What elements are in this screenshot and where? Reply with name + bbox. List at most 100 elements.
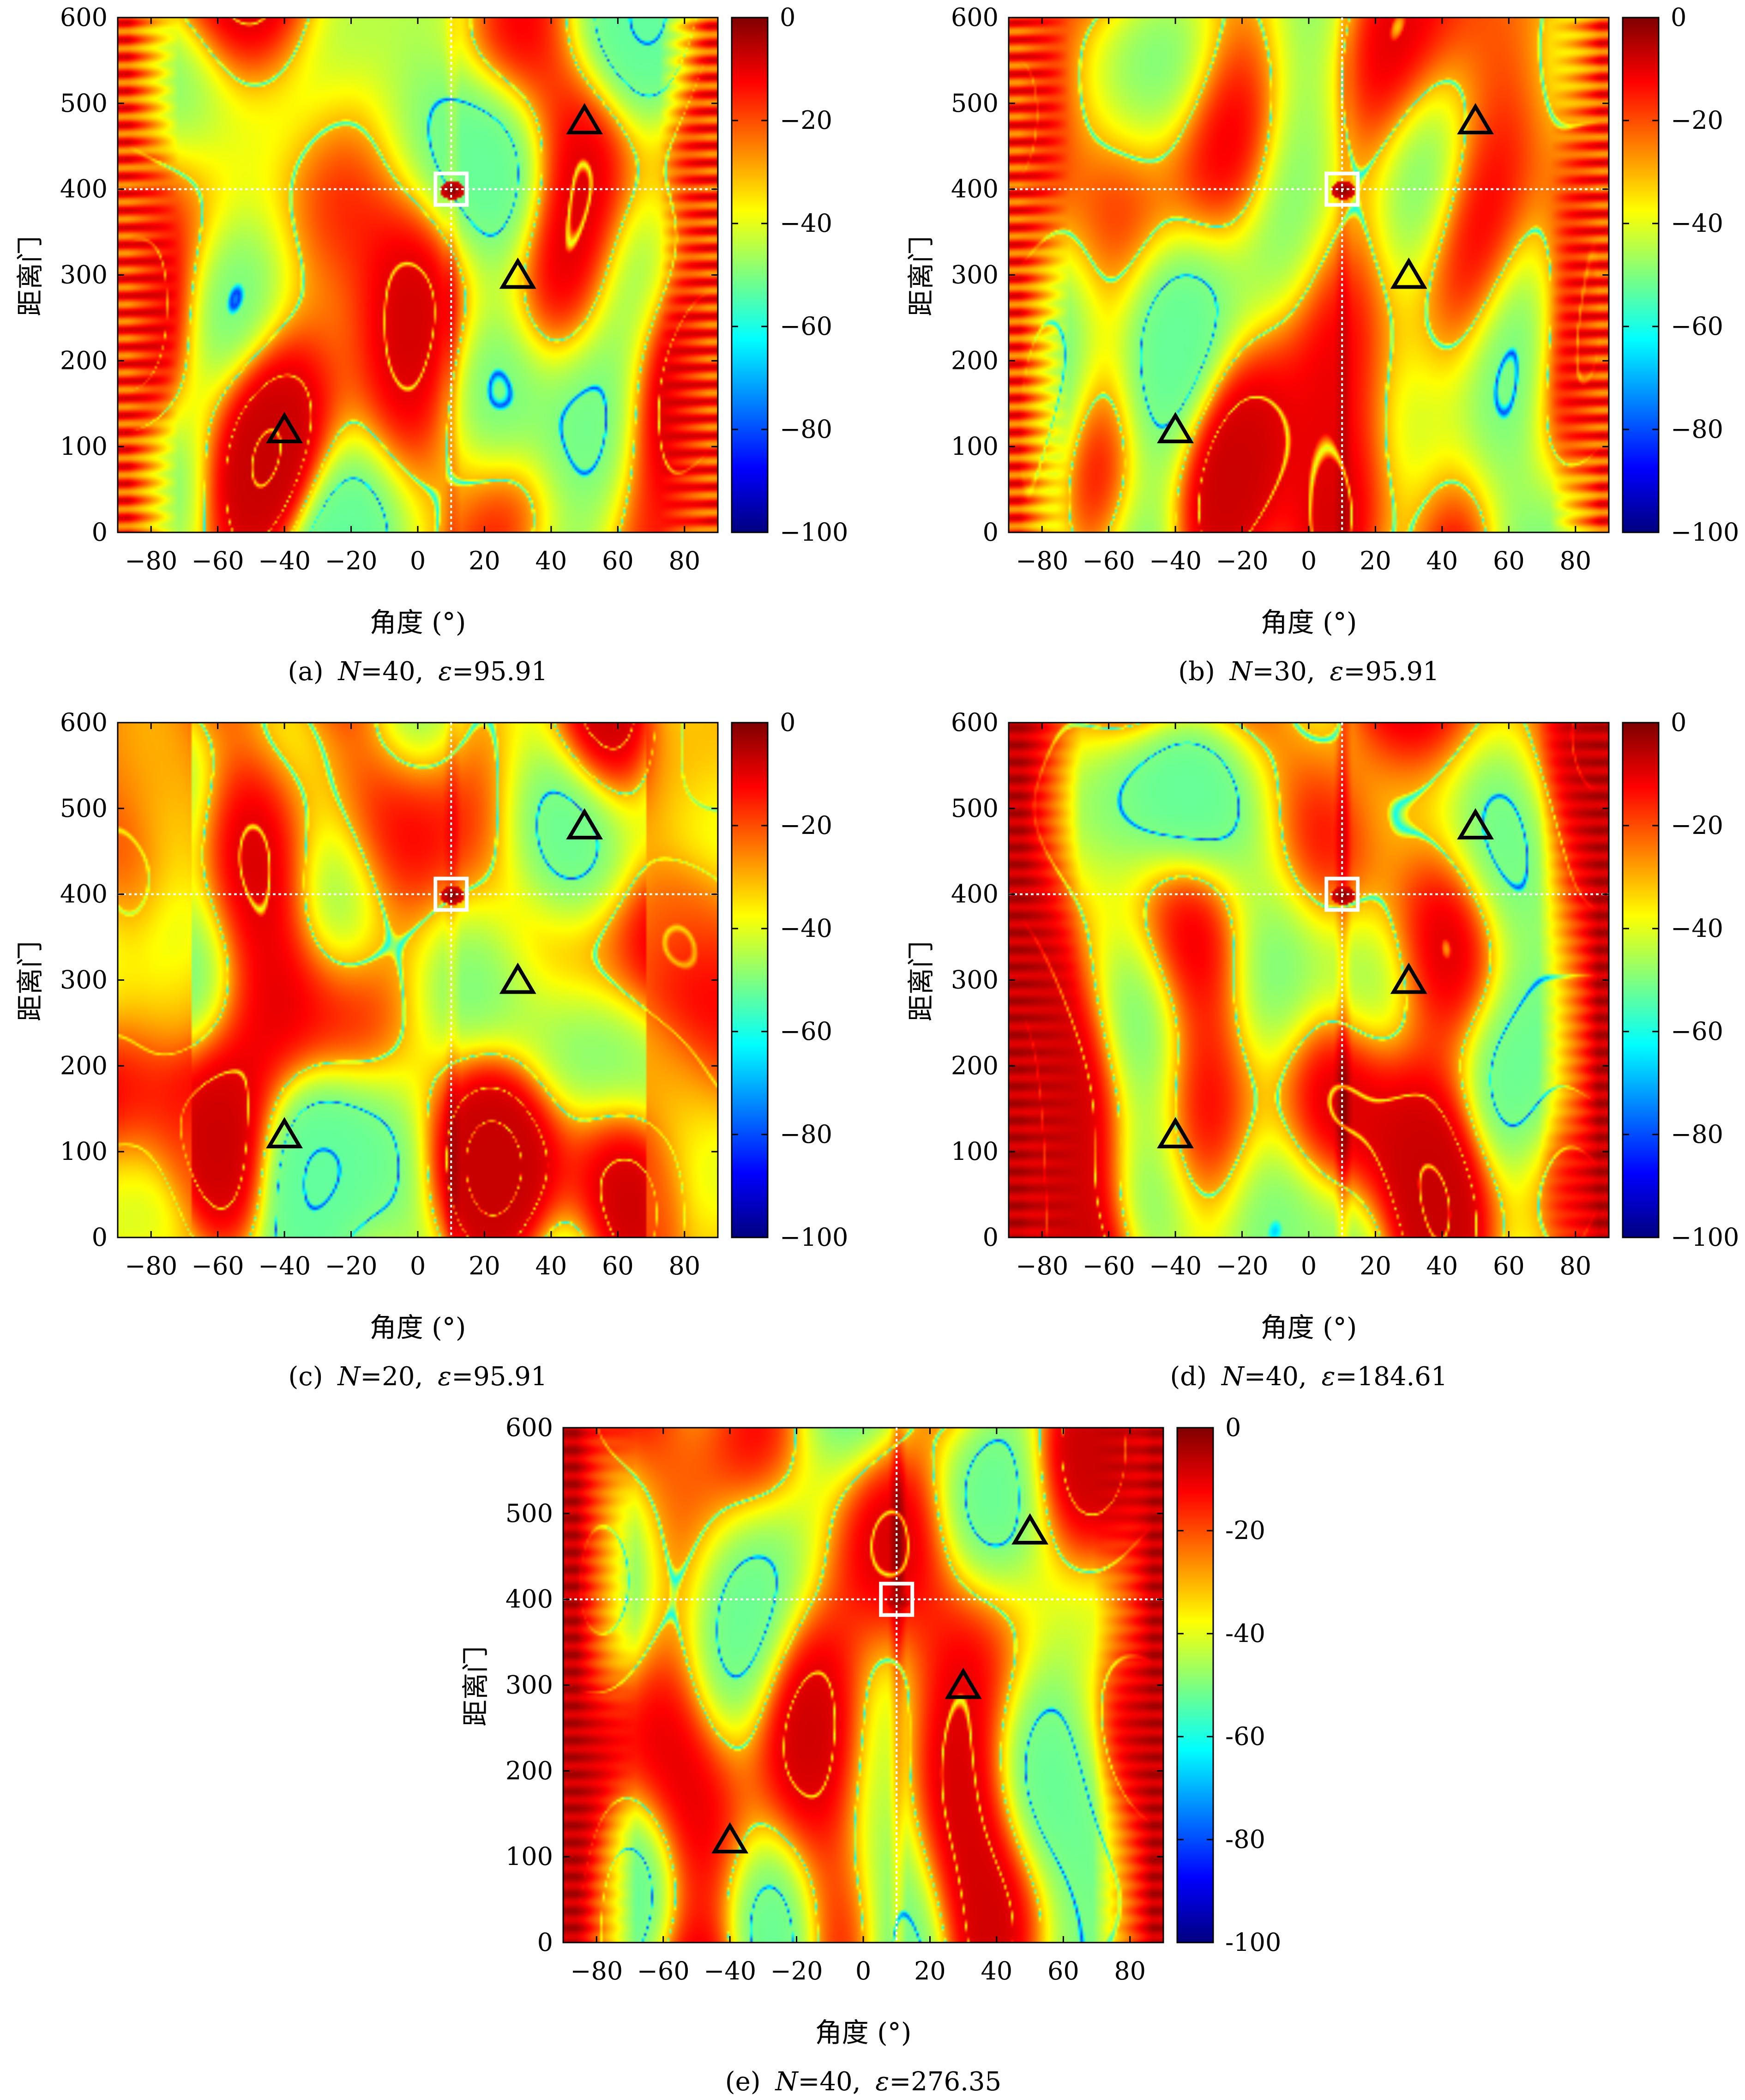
heatmap-area [1008,722,1610,1238]
black-triangle-icon [1390,962,1427,994]
colorbar-gradient [731,722,769,1238]
colorbar-tick-label: −80 [780,1120,832,1149]
y-axis: 0 100 200 300 400 500 600 [60,708,718,1252]
colorbar-tick-label: −100 [1671,1223,1739,1252]
x-tick-label: 0 [855,1956,871,1985]
x-tick-label: −60 [192,1251,244,1280]
panel-d: −80 −60 −40 −20 0 20 40 60 80 0 100 200 300 400 500 60… [905,708,1739,1392]
y-tick-label: 200 [60,1051,108,1080]
x-tick-label: 40 [1426,1251,1458,1280]
colorbar: 0 −20 −40 −60 −80 −100 [731,708,848,1252]
x-tick-label: 40 [536,546,567,575]
colorbar-tick-label: −60 [780,312,832,341]
markers [711,1513,1049,1853]
colorbar-tick-label: −80 [780,415,832,444]
colorbar-gradient [1622,17,1660,533]
x-tick-label: 0 [1301,546,1317,575]
x-tick-label: −60 [192,546,244,575]
colorbar-tick-label: −80 [1671,1120,1723,1149]
x-tick-label: −60 [1083,546,1135,575]
y-tick-label: 300 [505,1671,553,1700]
y-axis-label: 距离门 [905,236,937,316]
y-tick-label: 500 [60,794,108,823]
guide-lines [1009,18,1609,532]
y-tick-label: 400 [951,175,999,204]
x-tick-label: 80 [1114,1956,1146,1985]
x-tick-label: −80 [125,1251,177,1280]
y-tick-label: 300 [60,260,108,290]
y-tick-label: 200 [505,1756,553,1785]
heatmap-area [117,17,719,533]
panel-e: −80 −60 −40 −20 0 20 40 60 80 0 100 200 300 400 500 60… [460,1413,1281,2097]
x-axis-label: 角度 (°) [370,1312,466,1343]
y-tick-label: 200 [951,346,999,375]
x-tick-label: −20 [1216,1251,1269,1280]
white-square-icon [433,171,469,207]
colorbar-tick-label: -80 [1225,1825,1265,1854]
x-tick-label: −20 [325,546,378,575]
x-tick-label: −80 [570,1956,623,1985]
y-tick-label: 500 [951,794,999,823]
markers [1157,103,1494,443]
y-axis-label: 距离门 [14,941,46,1021]
x-tick-label: 40 [536,1251,567,1280]
colorbar: 0 -20 -40 -60 -80 -100 [1176,1413,1281,1957]
x-tick-label: 20 [1360,1251,1391,1280]
panel-c: −80 −60 −40 −20 0 20 40 60 80 0 100 200 300 400 500 60… [14,708,848,1392]
y-tick-label: 300 [951,966,999,995]
colorbar-tick-label: −100 [780,1223,848,1252]
x-tick-label: 20 [469,1251,500,1280]
x-axis: −80 −60 −40 −20 0 20 40 60 80 [570,1428,1146,1985]
y-axis-label: 距离门 [14,236,46,316]
y-tick-label: 600 [951,3,999,32]
black-triangle-icon [1011,1513,1049,1545]
panel-a: −80 −60 −40 −20 0 20 40 60 80 0 100 200 300 400 500 60… [14,3,848,687]
x-tick-label: −40 [258,546,311,575]
colorbar-tick-label: −20 [780,106,832,135]
colorbar-tick-label: −20 [1671,811,1723,840]
y-tick-label: 500 [951,89,999,118]
x-tick-label: 60 [1047,1956,1079,1985]
black-triangle-icon [711,1822,749,1853]
panel-caption: (b) N=30, ε=95.91 [1178,657,1439,687]
y-tick-label: 0 [92,1223,108,1252]
x-tick-label: −40 [1149,546,1202,575]
y-axis: 0 100 200 300 400 500 600 [60,3,718,547]
y-tick-label: 600 [505,1413,553,1442]
markers [266,808,603,1148]
colorbar-tick-label: 0 [1671,708,1686,737]
x-tick-label: 20 [469,546,500,575]
y-axis-label: 距离门 [905,941,937,1021]
y-tick-label: 400 [505,1585,553,1614]
y-tick-label: 200 [60,346,108,375]
y-tick-label: 500 [60,89,108,118]
colorbar-tick-label: -20 [1225,1516,1265,1545]
y-axis: 0 100 200 300 400 500 600 [505,1413,1163,1957]
black-triangle-icon [566,103,603,134]
colorbar: 0 −20 −40 −60 −80 −100 [731,3,848,547]
y-tick-label: 100 [60,1137,108,1166]
x-tick-label: 80 [1559,546,1591,575]
x-tick-label: 20 [1360,546,1391,575]
x-axis-label: 角度 (°) [370,607,466,638]
black-triangle-icon [566,808,603,839]
x-axis-label: 角度 (°) [1261,1312,1357,1343]
colorbar: 0 −20 −40 −60 −80 −100 [1622,3,1739,547]
x-tick-label: 80 [1559,1251,1591,1280]
black-triangle-icon [1457,808,1494,839]
colorbar-tick-label: −40 [1671,209,1723,238]
x-tick-label: −20 [1216,546,1269,575]
x-tick-label: 0 [410,1251,426,1280]
x-tick-label: 40 [1426,546,1458,575]
x-tick-label: 80 [668,546,700,575]
colorbar-tick-label: −60 [1671,312,1723,341]
white-square-icon [879,1581,915,1617]
guide-lines [118,723,718,1237]
black-triangle-icon [1157,412,1194,443]
x-tick-label: −40 [704,1956,756,1985]
colorbar-tick-label: −40 [1671,914,1723,943]
heatmap-area [117,722,719,1238]
black-triangle-icon [499,962,536,994]
x-tick-label: −60 [637,1956,690,1985]
